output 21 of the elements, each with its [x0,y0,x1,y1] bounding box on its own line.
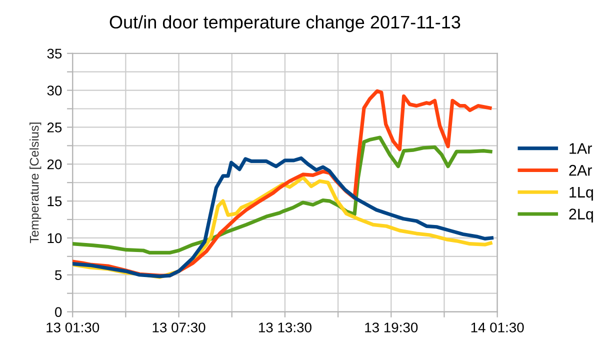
legend-label: 2Ar [569,164,592,176]
y-tick-label: 0 [55,307,62,317]
y-tick-label: 25 [47,122,62,132]
y-axis-title: Temperature [Celsius] [30,122,42,244]
legend-label: 1Ar [570,143,592,154]
legend-label: 1Lq [570,186,593,201]
x-tick-label: 13 07:30 [152,322,206,332]
line-series [72,156,494,278]
chart-title: Out/in door temperature change 2017-11-13 [110,15,460,32]
y-tick-label: 20 [47,159,62,170]
x-tick-label: 14 01:30 [471,322,524,332]
y-tick-label: 35 [47,48,62,59]
y-tick-label: 5 [55,270,62,280]
y-tick-label: 10 [48,233,62,244]
line-series [72,136,492,255]
legend-label: 2Lq [569,208,593,223]
x-tick-label: 13 01:30 [46,322,100,332]
y-tick-label: 30 [47,86,62,96]
y-tick-label: 15 [48,196,62,206]
x-tick-label: 13 13:30 [258,322,312,332]
x-tick-label: 13 19:30 [365,322,418,332]
